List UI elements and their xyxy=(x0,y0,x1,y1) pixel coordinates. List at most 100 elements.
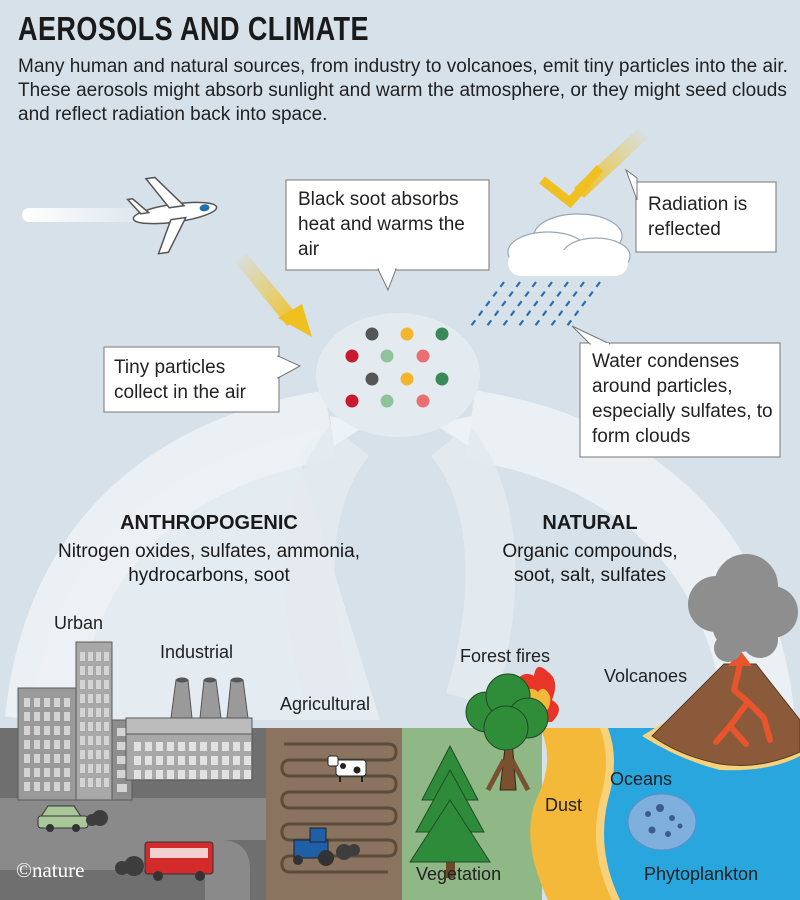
tree-icon xyxy=(465,673,549,792)
building-window xyxy=(64,768,70,777)
particles xyxy=(345,327,449,408)
building-window xyxy=(54,782,60,791)
factory-window xyxy=(145,756,152,765)
factory-window xyxy=(233,756,240,765)
rain-streak xyxy=(515,281,553,331)
factory-window xyxy=(156,756,163,765)
label-urban: Urban xyxy=(54,613,104,633)
particle-dot xyxy=(435,327,449,341)
building-window xyxy=(117,728,127,736)
building-window xyxy=(24,754,30,763)
anthropogenic-list: Nitrogen oxides, sulfates, ammonia, hydr… xyxy=(57,541,361,586)
building-window xyxy=(96,750,101,759)
factory-window xyxy=(222,770,229,779)
building-window xyxy=(117,770,127,778)
building-window xyxy=(88,708,93,717)
building-window xyxy=(44,712,50,721)
factory-window xyxy=(189,770,196,779)
factory-window xyxy=(167,770,174,779)
building-window xyxy=(24,726,30,735)
factory-window xyxy=(134,770,141,779)
callout-water-box xyxy=(571,325,781,458)
ocean xyxy=(604,728,800,900)
factory-window xyxy=(145,742,152,751)
factory-window xyxy=(145,770,152,779)
building-window xyxy=(54,754,60,763)
callout-soot: Black soot absorbs heat and warms the ai… xyxy=(298,189,465,260)
rain-streak xyxy=(531,281,569,331)
building-window xyxy=(34,712,40,721)
factory-window xyxy=(200,770,207,779)
label-volcanoes: Volcanoes xyxy=(604,666,688,686)
factory-window xyxy=(233,742,240,751)
phytoplankton-icon xyxy=(627,793,697,851)
building-window xyxy=(64,740,70,749)
building-window xyxy=(117,784,127,792)
rain-streak xyxy=(483,281,521,331)
particle-dot xyxy=(400,372,414,386)
building-window xyxy=(96,764,101,773)
factory-window xyxy=(156,742,163,751)
factory-window xyxy=(178,742,185,751)
building-window xyxy=(88,666,93,675)
building-window xyxy=(34,754,40,763)
building-window xyxy=(88,652,93,661)
factory-window xyxy=(222,756,229,765)
building-window xyxy=(104,750,109,759)
car-icon xyxy=(37,805,108,832)
callout-soot-box xyxy=(285,179,490,292)
urban-buildings xyxy=(17,641,133,801)
building-window xyxy=(88,722,93,731)
building-window xyxy=(96,680,101,689)
building-window xyxy=(64,782,70,791)
particle-dot xyxy=(400,327,414,341)
factory-window xyxy=(178,756,185,765)
callout-particles: Tiny particles collect in the air xyxy=(114,357,247,403)
building-window xyxy=(64,726,70,735)
particle-dot xyxy=(345,394,359,408)
building-window xyxy=(104,764,109,773)
building-window xyxy=(96,666,101,675)
callout-reflected-box xyxy=(624,168,777,253)
rain-streak xyxy=(467,281,505,331)
cloud-icon xyxy=(507,213,631,276)
building-window xyxy=(88,680,93,689)
building-window xyxy=(80,680,85,689)
building-window xyxy=(88,694,93,703)
building-window xyxy=(96,652,101,661)
factory-window xyxy=(211,742,218,751)
building-window xyxy=(44,740,50,749)
bus-icon xyxy=(115,841,214,881)
building-window xyxy=(64,698,70,707)
building-window xyxy=(104,722,109,731)
building-window xyxy=(88,736,93,745)
building-window xyxy=(117,742,127,750)
building-window xyxy=(80,708,85,717)
building-window xyxy=(80,736,85,745)
particle-dot xyxy=(380,349,394,363)
particle-dot xyxy=(416,394,430,408)
building-window xyxy=(104,736,109,745)
pine-tree-icon xyxy=(409,744,491,878)
building-window xyxy=(24,782,30,791)
building-window xyxy=(24,768,30,777)
rain-streak xyxy=(499,281,537,331)
building-window xyxy=(88,750,93,759)
label-phytoplankton: Phytoplankton xyxy=(644,864,759,884)
building-window xyxy=(54,698,60,707)
building-window xyxy=(54,768,60,777)
label-industrial: Industrial xyxy=(160,642,234,662)
factory-window xyxy=(167,742,174,751)
building-window xyxy=(80,722,85,731)
reflected-arrow xyxy=(539,165,604,209)
building-window xyxy=(96,722,101,731)
factory-window xyxy=(211,770,218,779)
farmland xyxy=(266,728,402,900)
building-window xyxy=(34,698,40,707)
building-window xyxy=(34,768,40,777)
factory-window xyxy=(167,756,174,765)
particle-dot xyxy=(435,372,449,386)
rain-streak xyxy=(563,281,601,331)
